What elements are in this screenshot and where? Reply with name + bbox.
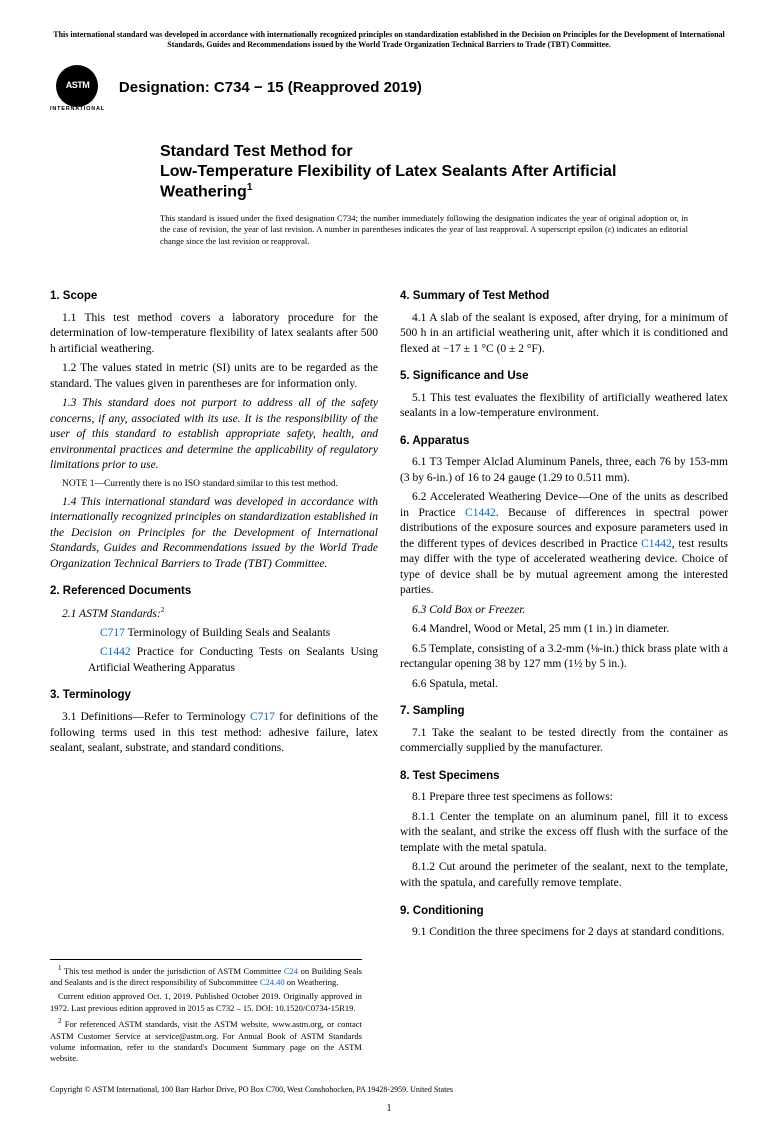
footnote-1: 1 This test method is under the jurisdic… <box>50 964 362 989</box>
ref-c1442-text: Practice for Conducting Tests on Sealant… <box>88 646 378 674</box>
link-c1442-a[interactable]: C1442 <box>465 507 496 519</box>
astm-mark: ASTM <box>56 65 98 107</box>
document-title: Standard Test Method for Low-Temperature… <box>160 142 688 202</box>
header-row: ASTM INTERNATIONAL Designation: C734 − 1… <box>50 65 728 113</box>
footnote-1-edition: Current edition approved Oct. 1, 2019. P… <box>50 991 362 1014</box>
title-footnote-ref: 1 <box>247 182 253 193</box>
link-c24[interactable]: C24 <box>284 965 298 975</box>
ref-c1442: C1442 Practice for Conducting Tests on S… <box>50 645 378 676</box>
ref-footnote-2: 2 <box>161 606 165 614</box>
para-4-1: 4.1 A slab of the sealant is exposed, af… <box>400 311 728 358</box>
para-7-1: 7.1 Take the sealant to be tested direct… <box>400 726 728 757</box>
title-block: Standard Test Method for Low-Temperature… <box>160 142 688 247</box>
link-c24-40[interactable]: C24.40 <box>260 977 285 987</box>
body-columns: 1. Scope 1.1 This test method covers a l… <box>50 277 728 945</box>
section-7-heading: 7. Sampling <box>400 704 728 720</box>
fn1-a: This test method is under the jurisdicti… <box>62 965 284 975</box>
fn1-c: on Weathering. <box>285 977 339 987</box>
para-9-1: 9.1 Condition the three specimens for 2 … <box>400 925 728 941</box>
section-9-heading: 9. Conditioning <box>400 904 728 920</box>
para-1-1: 1.1 This test method covers a laboratory… <box>50 311 378 358</box>
para-6-5: 6.5 Template, consisting of a 3.2-mm (⅛-… <box>400 642 728 673</box>
para-1-2: 1.2 The values stated in metric (SI) uni… <box>50 361 378 392</box>
designation: Designation: C734 − 15 (Reapproved 2019) <box>119 78 422 98</box>
astm-intl: INTERNATIONAL <box>50 107 105 113</box>
para-6-3: 6.3 Cold Box or Freezer. <box>400 603 728 619</box>
footnote-2: 2 For referenced ASTM standards, visit t… <box>50 1017 362 1065</box>
para-6-1: 6.1 T3 Temper Alclad Aluminum Panels, th… <box>400 455 728 486</box>
para-5-1: 5.1 This test evaluates the flexibility … <box>400 391 728 422</box>
para-1-3: 1.3 This standard does not purport to ad… <box>50 396 378 474</box>
fn2-text: For referenced ASTM standards, visit the… <box>50 1019 362 1063</box>
section-8-heading: 8. Test Specimens <box>400 769 728 785</box>
ref-c1442-code[interactable]: C1442 <box>100 646 131 658</box>
title-line-2: Low-Temperature Flexibility of Latex Sea… <box>160 163 616 200</box>
page-number: 1 <box>50 1102 728 1116</box>
astm-standards-lead-text: 2.1 ASTM Standards: <box>62 607 161 619</box>
ref-c717-text: Terminology of Building Seals and Sealan… <box>125 627 330 639</box>
issuance-note: This standard is issued under the fixed … <box>160 213 688 247</box>
para-3-1a: 3.1 Definitions—Refer to Terminology <box>62 711 250 723</box>
section-5-heading: 5. Significance and Use <box>400 369 728 385</box>
section-2-heading: 2. Referenced Documents <box>50 584 378 600</box>
para-6-6: 6.6 Spatula, metal. <box>400 677 728 693</box>
para-6-2: 6.2 Accelerated Weathering Device—One of… <box>400 490 728 599</box>
section-1-heading: 1. Scope <box>50 289 378 305</box>
astm-standards-lead: 2.1 ASTM Standards:2 <box>50 606 378 622</box>
note-1: NOTE 1—Currently there is no ISO standar… <box>50 478 378 491</box>
ref-c717-code[interactable]: C717 <box>100 627 125 639</box>
para-8-1-1: 8.1.1 Center the template on an aluminum… <box>400 810 728 857</box>
link-c717[interactable]: C717 <box>250 711 275 723</box>
para-8-1-2: 8.1.2 Cut around the perimeter of the se… <box>400 860 728 891</box>
para-6-4: 6.4 Mandrel, Wood or Metal, 25 mm (1 in.… <box>400 622 728 638</box>
section-6-heading: 6. Apparatus <box>400 434 728 450</box>
section-4-heading: 4. Summary of Test Method <box>400 289 728 305</box>
preamble-notice: This international standard was develope… <box>50 30 728 51</box>
footnotes: 1 This test method is under the jurisdic… <box>50 959 362 1065</box>
copyright-notice: Copyright © ASTM International, 100 Barr… <box>50 1085 728 1096</box>
astm-logo: ASTM INTERNATIONAL <box>50 65 105 113</box>
para-1-4: 1.4 This international standard was deve… <box>50 495 378 573</box>
link-c1442-b[interactable]: C1442 <box>641 538 672 550</box>
section-3-heading: 3. Terminology <box>50 688 378 704</box>
para-3-1: 3.1 Definitions—Refer to Terminology C71… <box>50 710 378 757</box>
ref-c717: C717 Terminology of Building Seals and S… <box>50 626 378 642</box>
title-line-1: Standard Test Method for <box>160 143 353 160</box>
para-8-1: 8.1 Prepare three test specimens as foll… <box>400 790 728 806</box>
